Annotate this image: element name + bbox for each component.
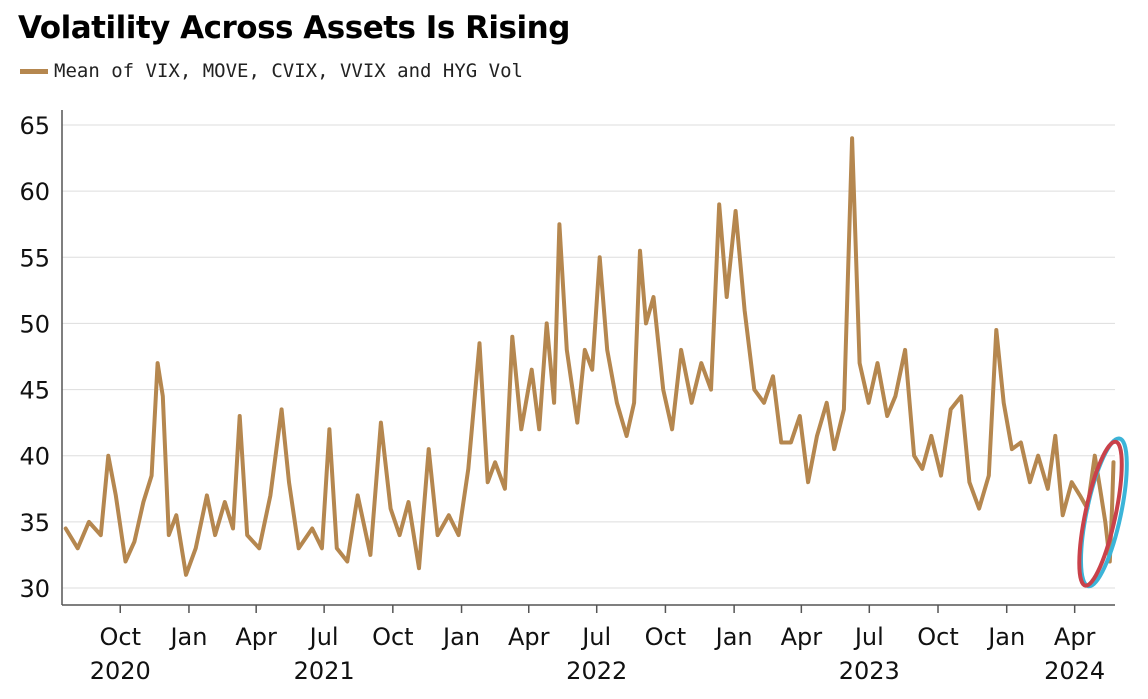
y-tick-label: 30 <box>19 575 50 603</box>
x-tick-year-label: 2021 <box>294 657 355 685</box>
x-tick-label: Apr <box>235 623 277 651</box>
x-tick-year-label: 2020 <box>90 657 151 685</box>
y-tick-label: 45 <box>19 377 50 405</box>
x-tick-label: Jul <box>853 623 884 651</box>
x-tick-label: Apr <box>781 623 823 651</box>
y-tick-label: 60 <box>19 178 50 206</box>
x-tick-label: Jan <box>714 623 753 651</box>
legend-label: Mean of VIX, MOVE, CVIX, VVIX and HYG Vo… <box>54 60 523 82</box>
legend-swatch <box>20 68 48 74</box>
x-tick-label: Jan <box>168 623 207 651</box>
x-tick-label: Oct <box>372 623 414 651</box>
y-tick-label: 35 <box>19 509 50 537</box>
y-tick-label: 50 <box>19 310 50 338</box>
chart-title: Volatility Across Assets Is Rising <box>18 10 570 46</box>
y-tick-label: 65 <box>19 112 50 140</box>
x-tick-year-label: 2024 <box>1044 657 1105 685</box>
x-tick-label: Jul <box>308 623 339 651</box>
y-tick-label: 55 <box>19 244 50 272</box>
highlight-ellipse-inner <box>1077 439 1124 588</box>
x-tick-year-label: 2023 <box>839 657 900 685</box>
x-tick-label: Jul <box>580 623 611 651</box>
x-tick-label: Oct <box>917 623 959 651</box>
legend: Mean of VIX, MOVE, CVIX, VVIX and HYG Vo… <box>20 60 523 82</box>
x-tick-label: Oct <box>645 623 687 651</box>
x-tick-label: Jan <box>986 623 1025 651</box>
x-tick-label: Apr <box>508 623 550 651</box>
x-tick-label: Apr <box>1054 623 1096 651</box>
x-tick-label: Oct <box>100 623 142 651</box>
series-line <box>63 136 1116 577</box>
x-tick-label: Jan <box>441 623 480 651</box>
x-tick-year-label: 2022 <box>566 657 627 685</box>
y-tick-label: 40 <box>19 443 50 471</box>
